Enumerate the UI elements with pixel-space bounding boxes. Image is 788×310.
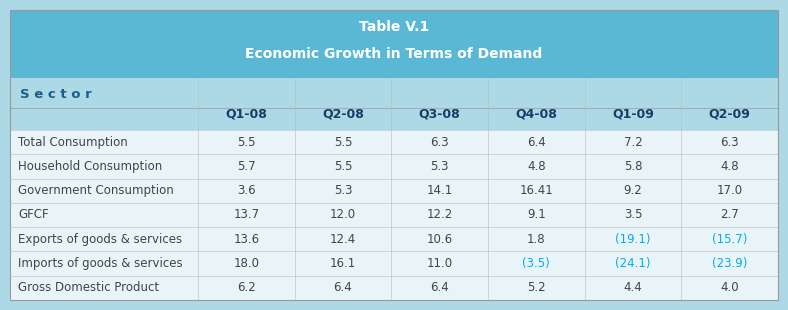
Text: Q1-09: Q1-09 (612, 108, 654, 121)
Text: 18.0: 18.0 (233, 257, 259, 270)
Text: 6.3: 6.3 (720, 136, 739, 148)
Text: (24.1): (24.1) (615, 257, 651, 270)
Text: 10.6: 10.6 (426, 233, 453, 246)
Text: Q2-09: Q2-09 (708, 108, 751, 121)
Text: Q1-08: Q1-08 (225, 108, 267, 121)
Text: Q4-08: Q4-08 (515, 108, 557, 121)
Text: Economic Growth in Terms of Demand: Economic Growth in Terms of Demand (245, 47, 543, 61)
Text: Total Consumption: Total Consumption (18, 136, 128, 148)
Bar (10, 78, 778, 130)
Text: 5.7: 5.7 (237, 160, 255, 173)
Text: 4.8: 4.8 (527, 160, 545, 173)
Text: Q3-08: Q3-08 (418, 108, 460, 121)
Bar (10, 10, 778, 78)
Text: 6.2: 6.2 (237, 281, 256, 294)
Text: 6.4: 6.4 (527, 136, 546, 148)
Text: 4.4: 4.4 (623, 281, 642, 294)
Text: 11.0: 11.0 (426, 257, 453, 270)
Bar (10, 154, 778, 179)
Text: 6.3: 6.3 (430, 136, 449, 148)
Text: Household Consumption: Household Consumption (18, 160, 162, 173)
Text: 5.2: 5.2 (527, 281, 545, 294)
Text: 6.4: 6.4 (333, 281, 352, 294)
Text: 5.5: 5.5 (334, 160, 352, 173)
Text: 9.2: 9.2 (623, 184, 642, 197)
Text: Government Consumption: Government Consumption (18, 184, 173, 197)
Text: 5.8: 5.8 (624, 160, 642, 173)
Text: 13.6: 13.6 (233, 233, 259, 246)
Text: 4.0: 4.0 (720, 281, 739, 294)
Text: (23.9): (23.9) (712, 257, 747, 270)
Text: 4.8: 4.8 (720, 160, 739, 173)
Text: 9.1: 9.1 (527, 209, 546, 222)
Text: 12.4: 12.4 (330, 233, 356, 246)
Text: 1.8: 1.8 (527, 233, 545, 246)
Text: Gross Domestic Product: Gross Domestic Product (18, 281, 159, 294)
Text: GFCF: GFCF (18, 209, 49, 222)
Text: Q2-08: Q2-08 (322, 108, 364, 121)
Text: 12.0: 12.0 (330, 209, 356, 222)
Text: 5.3: 5.3 (430, 160, 449, 173)
Text: 7.2: 7.2 (623, 136, 642, 148)
Text: 5.3: 5.3 (334, 184, 352, 197)
Bar (10, 227, 778, 251)
Text: 16.41: 16.41 (519, 184, 553, 197)
Text: (19.1): (19.1) (615, 233, 651, 246)
Bar (10, 203, 778, 227)
Bar (10, 179, 778, 203)
Text: S e c t o r: S e c t o r (20, 87, 91, 100)
Text: 5.5: 5.5 (237, 136, 255, 148)
Text: 16.1: 16.1 (330, 257, 356, 270)
Text: 2.7: 2.7 (720, 209, 739, 222)
Bar (10, 276, 778, 300)
Text: 3.6: 3.6 (237, 184, 255, 197)
Bar (10, 130, 778, 154)
Text: 6.4: 6.4 (430, 281, 449, 294)
Text: 3.5: 3.5 (624, 209, 642, 222)
Text: 5.5: 5.5 (334, 136, 352, 148)
Bar (10, 251, 778, 276)
Text: Imports of goods & services: Imports of goods & services (18, 257, 183, 270)
Text: (3.5): (3.5) (522, 257, 550, 270)
Text: (15.7): (15.7) (712, 233, 747, 246)
Text: 14.1: 14.1 (426, 184, 453, 197)
Text: 13.7: 13.7 (233, 209, 259, 222)
Text: 12.2: 12.2 (426, 209, 453, 222)
Text: Table V.1: Table V.1 (359, 20, 429, 34)
Text: Exports of goods & services: Exports of goods & services (18, 233, 182, 246)
Text: 17.0: 17.0 (716, 184, 743, 197)
